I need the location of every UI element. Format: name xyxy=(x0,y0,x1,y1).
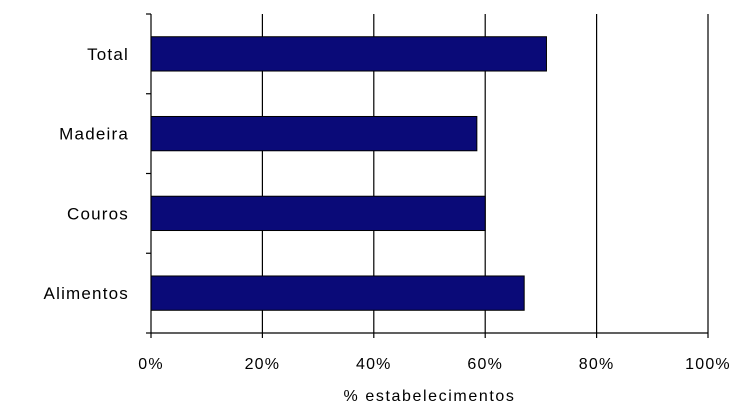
bar-alimentos xyxy=(150,275,525,311)
bar-couros xyxy=(150,195,486,232)
category-label-total: Total xyxy=(87,45,129,64)
x-tick-label-100: 100% xyxy=(685,356,731,373)
x-axis-title: % estabelecimentos xyxy=(344,388,516,405)
x-tick-label-60: 60% xyxy=(467,356,503,373)
category-label-alimentos: Alimentos xyxy=(44,284,129,303)
bar-madeira xyxy=(150,115,478,152)
labels: Total Madeira Couros Alimentos 0% 20% 40% 60% 80… xyxy=(44,45,731,373)
x-tick-label-20: 20% xyxy=(245,356,281,373)
bars xyxy=(150,36,547,311)
category-label-couros: Couros xyxy=(67,204,129,223)
x-tick-label-40: 40% xyxy=(356,356,392,373)
x-tick-label-0: 0% xyxy=(138,356,164,373)
bar-total xyxy=(150,36,547,72)
x-tick-label-80: 80% xyxy=(579,356,615,373)
category-label-madeira: Madeira xyxy=(59,125,129,144)
axes xyxy=(146,13,709,338)
